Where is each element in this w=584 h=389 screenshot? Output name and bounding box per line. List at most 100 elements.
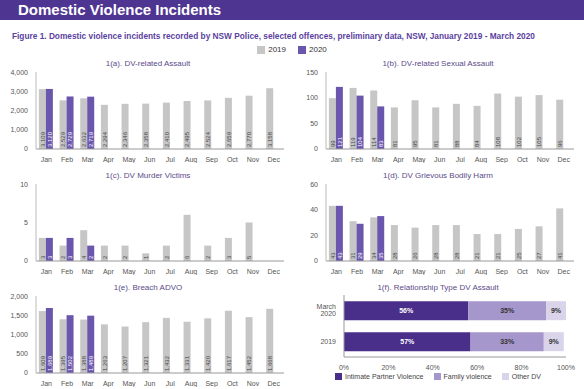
svg-text:2: 2 — [60, 255, 66, 259]
svg-text:150: 150 — [306, 69, 318, 75]
svg-text:Jun: Jun — [434, 156, 445, 163]
svg-text:May: May — [412, 268, 426, 275]
svg-text:2: 2 — [88, 255, 94, 259]
svg-text:33%: 33% — [500, 338, 515, 345]
svg-text:3: 3 — [40, 255, 46, 259]
svg-text:105: 105 — [536, 136, 542, 147]
svg-text:May: May — [412, 156, 426, 163]
svg-text:20%: 20% — [381, 364, 395, 371]
svg-text:Aug: Aug — [185, 380, 198, 387]
svg-text:0: 0 — [24, 369, 28, 376]
svg-text:4: 4 — [81, 255, 87, 259]
svg-text:1,000: 1,000 — [10, 126, 28, 133]
svg-text:88: 88 — [454, 140, 460, 147]
svg-text:May: May — [122, 156, 136, 163]
svg-text:60%: 60% — [470, 364, 484, 371]
svg-text:Jul: Jul — [166, 268, 175, 275]
svg-text:1,321: 1,321 — [143, 355, 149, 371]
svg-text:Dec: Dec — [557, 156, 570, 163]
svg-text:10: 10 — [20, 181, 28, 187]
svg-text:Oct: Oct — [227, 380, 238, 387]
svg-text:2,294: 2,294 — [102, 131, 108, 147]
svg-text:3: 3 — [47, 255, 53, 259]
svg-text:2019: 2019 — [320, 338, 336, 345]
svg-text:Sep: Sep — [495, 268, 508, 275]
svg-text:2,358: 2,358 — [143, 131, 149, 147]
svg-text:20: 20 — [310, 232, 318, 239]
svg-text:Mar: Mar — [372, 156, 385, 163]
svg-text:2: 2 — [102, 255, 108, 259]
svg-text:1,263: 1,263 — [102, 355, 108, 371]
svg-text:9%: 9% — [549, 338, 560, 345]
svg-text:34: 34 — [371, 252, 377, 259]
svg-text:May: May — [122, 380, 136, 387]
svg-text:2,529: 2,529 — [60, 131, 66, 147]
svg-text:2,659: 2,659 — [226, 131, 232, 147]
svg-text:1,420: 1,420 — [205, 355, 211, 371]
svg-text:40: 40 — [310, 206, 318, 213]
svg-text:3: 3 — [67, 255, 73, 259]
svg-text:Apr: Apr — [103, 156, 115, 163]
svg-text:Oct: Oct — [227, 268, 238, 275]
svg-text:100: 100 — [306, 94, 318, 101]
svg-text:2: 2 — [122, 255, 128, 259]
svg-text:28: 28 — [454, 252, 460, 259]
svg-text:40%: 40% — [426, 364, 440, 371]
svg-text:Dec: Dec — [267, 268, 280, 275]
svg-text:Jul: Jul — [456, 268, 465, 275]
svg-text:Jan: Jan — [331, 268, 342, 275]
svg-text:2,495: 2,495 — [184, 131, 190, 147]
svg-text:Feb: Feb — [61, 156, 73, 163]
svg-text:0: 0 — [314, 257, 318, 264]
svg-text:31: 31 — [350, 252, 356, 259]
svg-text:1: 1 — [143, 255, 149, 259]
svg-text:Nov: Nov — [247, 380, 260, 387]
svg-text:50: 50 — [310, 120, 318, 127]
svg-text:21: 21 — [474, 252, 480, 259]
svg-text:Aug: Aug — [475, 268, 488, 275]
svg-text:Jan: Jan — [41, 380, 52, 387]
svg-text:80%: 80% — [515, 364, 529, 371]
svg-text:6: 6 — [184, 255, 190, 259]
svg-text:1,207: 1,207 — [122, 355, 128, 371]
svg-text:Mar: Mar — [372, 268, 385, 275]
svg-text:2,524: 2,524 — [205, 131, 211, 147]
svg-text:Jun: Jun — [144, 268, 155, 275]
svg-text:Aug: Aug — [185, 268, 198, 275]
svg-text:1,617: 1,617 — [226, 355, 232, 371]
svg-text:3,120: 3,120 — [47, 131, 53, 147]
svg-text:Oct: Oct — [517, 268, 528, 275]
svg-text:1,452: 1,452 — [246, 355, 252, 371]
svg-text:Jul: Jul — [456, 156, 465, 163]
svg-text:Nov: Nov — [247, 156, 260, 163]
svg-text:Sep: Sep — [495, 156, 508, 163]
svg-text:114: 114 — [371, 137, 377, 147]
svg-text:Apr: Apr — [393, 268, 405, 275]
svg-text:1,388: 1,388 — [81, 355, 87, 371]
svg-text:2,770: 2,770 — [246, 131, 252, 147]
svg-text:Sep: Sep — [205, 380, 218, 387]
svg-text:1,609: 1,609 — [40, 355, 46, 371]
svg-text:81: 81 — [433, 140, 439, 147]
svg-text:March2020: March2020 — [317, 303, 337, 317]
svg-text:108: 108 — [495, 136, 501, 147]
svg-text:Apr: Apr — [103, 268, 115, 275]
svg-text:2,719: 2,719 — [88, 131, 94, 147]
svg-text:Sep: Sep — [205, 156, 218, 163]
svg-text:Nov: Nov — [537, 156, 550, 163]
svg-text:Jun: Jun — [434, 268, 445, 275]
svg-text:Feb: Feb — [61, 268, 73, 275]
svg-text:2,000: 2,000 — [10, 107, 28, 114]
svg-text:28: 28 — [433, 252, 439, 259]
svg-text:9%: 9% — [551, 307, 562, 314]
svg-text:Mar: Mar — [82, 268, 95, 275]
svg-text:0%: 0% — [339, 364, 349, 371]
svg-text:2,729: 2,729 — [67, 131, 73, 147]
svg-text:5: 5 — [246, 255, 252, 259]
svg-text:95: 95 — [412, 140, 418, 147]
svg-text:25: 25 — [516, 252, 522, 259]
svg-text:26: 26 — [412, 252, 418, 259]
svg-text:100%: 100% — [557, 364, 575, 371]
svg-text:0: 0 — [314, 145, 318, 152]
svg-text:Oct: Oct — [517, 156, 528, 163]
